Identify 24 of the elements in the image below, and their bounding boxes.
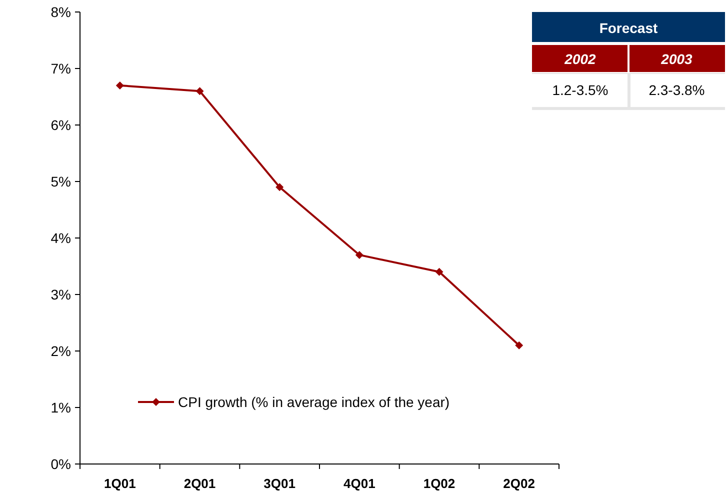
y-tick-label: 1%	[50, 399, 71, 416]
point	[196, 87, 204, 96]
forecast-table: Forecast 2002 2003 1.2-3.5% 2.3-3.8%	[532, 12, 725, 110]
point	[515, 341, 524, 350]
y-tick-label: 8%	[50, 4, 71, 20]
y-tick-label: 5%	[50, 173, 71, 190]
annotation: 1.2-3.5%	[552, 82, 608, 98]
y-tick-label: 3%	[50, 286, 71, 302]
point	[435, 268, 444, 276]
y-tick-label: 4%	[50, 230, 71, 246]
point	[355, 250, 364, 259]
x-tick-label: 3Q01	[264, 476, 296, 491]
x-tick-label: 1Q01	[104, 476, 136, 491]
point	[276, 183, 284, 192]
y-tick-label: 6%	[50, 116, 71, 133]
legend-label: CPI growth (% in average index of the year)	[178, 394, 450, 410]
x-tick-label: 2Q01	[184, 476, 216, 491]
x-tick-label: 2Q02	[503, 476, 535, 491]
y-tick-label: 0%	[50, 456, 71, 472]
x-tick-label: 4Q01	[344, 476, 376, 491]
x-tick-label: 1Q02	[423, 476, 456, 491]
y-tick-label: 2%	[50, 342, 71, 359]
point	[116, 81, 124, 90]
y-tick-label: 7%	[50, 60, 71, 76]
